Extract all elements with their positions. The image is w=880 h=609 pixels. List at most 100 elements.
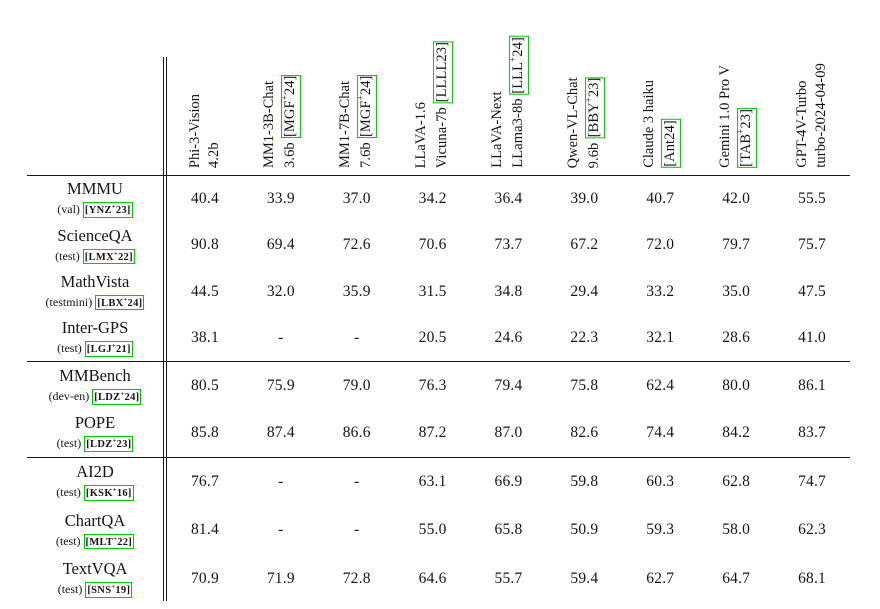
table-group: MMMU (val) [YNZ+23] 40.4 33.9 37.0 34.2 36.4 39.… — [27, 176, 850, 362]
column-header: MM1-7B-Chat 7.6b [MGF+24] — [319, 0, 395, 175]
benchmark-split: (test) — [56, 485, 81, 500]
citation-label: [YNZ+23] — [84, 203, 131, 217]
column-header: Phi-3-Vision 4.2b — [167, 0, 243, 175]
benchmark-split: (test) — [55, 248, 80, 263]
citation-link[interactable]: [KSK+16] — [83, 485, 134, 501]
score-cell: 65.8 — [494, 521, 523, 539]
model-size-label: 3.6b — [282, 142, 299, 168]
score-cell: 33.2 — [646, 282, 675, 300]
column-header: MM1-3B-Chat 3.6b [MGF+24] — [243, 0, 319, 175]
citation-link[interactable]: [MGF+24] — [280, 75, 302, 139]
benchmark-name: AI2D — [76, 462, 114, 482]
citation-link[interactable]: [LGJ+21] — [84, 341, 133, 357]
score-cell: - — [354, 328, 360, 346]
benchmark-label: ChartQA (test) [MLT+22] — [27, 511, 163, 550]
table-group: MMBench (dev-en) [LDZ+24] 80.5 75.9 79.0 76.3 7… — [27, 362, 850, 458]
citation-label: [LBX+24] — [97, 296, 143, 309]
citation-link[interactable]: [BBY+23] — [583, 76, 605, 139]
score-cell: 39.0 — [570, 190, 599, 208]
score-cell: 55.7 — [494, 569, 523, 587]
score-cell: 35.0 — [722, 282, 751, 300]
benchmark-split-line: (test) [SNS+19] — [27, 582, 163, 598]
model-name: LLaVA-Next — [488, 91, 505, 168]
benchmark-label: POPE (test) [LDZ+23] — [27, 414, 163, 452]
table-header-row: Phi-3-Vision 4.2b MM1-3B-Chat 3.6b [MGF+24]… — [27, 0, 850, 176]
score-cell: 86.6 — [342, 424, 371, 442]
score-cell: 44.5 — [190, 282, 219, 300]
model-size-label: 9.6b — [585, 142, 602, 168]
score-cell: 62.7 — [646, 569, 675, 587]
column-header: GPT-4V-Turbo turbo-2024-04-09 — [774, 0, 850, 175]
column-header-text: MM1-7B-Chat 7.6b [MGF+24] — [336, 75, 378, 168]
citation-link[interactable]: [SNS+19] — [85, 582, 133, 598]
score-cell: 40.4 — [190, 190, 219, 208]
citation-link[interactable]: [TAB+23] — [735, 108, 757, 168]
benchmark-label: MMMU (val) [YNZ+23] — [27, 179, 163, 218]
model-name: GPT-4V-Turbo — [793, 80, 810, 168]
benchmark-split-line: (testmini) [LBX+24] — [27, 294, 163, 311]
citation-link[interactable]: [LLLL23] — [433, 40, 454, 104]
score-cell: 68.1 — [798, 569, 827, 587]
model-name: MM1-3B-Chat — [261, 81, 278, 168]
column-header: LLaVA-1.6 Vicuna-7b [LLLL23] — [395, 0, 471, 175]
score-cell: 59.8 — [570, 473, 599, 491]
citation-link[interactable]: [YNZ+23] — [82, 202, 133, 218]
benchmark-label: ScienceQA (test) [LMX+22] — [27, 226, 163, 265]
benchmark-name: TextVQA — [62, 559, 128, 579]
score-cell: 81.4 — [190, 521, 219, 539]
citation-link[interactable]: [MGF+24] — [355, 75, 378, 139]
benchmark-split: (test) — [56, 436, 82, 451]
model-name: Qwen-VL-Chat — [564, 76, 581, 168]
score-cell: 60.3 — [646, 473, 675, 491]
score-cell: 70.6 — [418, 236, 447, 254]
model-name: MM1-7B-Chat — [337, 81, 354, 168]
score-cell: 62.3 — [798, 521, 827, 539]
citation-link[interactable]: [LDZ+23] — [84, 436, 134, 452]
benchmark-split: (test) — [57, 582, 83, 597]
model-subtitle: 9.6b [BBY+23] — [583, 76, 605, 168]
model-subtitle: 3.6b [MGF+24] — [279, 75, 302, 168]
model-subtitle: [Ant24] — [659, 80, 681, 168]
model-size-label: 4.2b — [205, 142, 222, 168]
benchmark-split-line: (test) [MLT+22] — [27, 533, 163, 550]
citation-link[interactable]: [LMX+22] — [82, 248, 135, 265]
table-body: MMMU (val) [YNZ+23] 40.4 33.9 37.0 34.2 36.4 39.… — [27, 176, 850, 603]
benchmark-label: Inter-GPS (test) [LGJ+21] — [27, 318, 163, 357]
score-cell: - — [278, 521, 284, 539]
table-row: ChartQA (test) [MLT+22] 81.4 - - 55.0 65.8 50.9 5… — [27, 506, 850, 554]
score-cell: 74.7 — [798, 473, 827, 491]
table-row: Inter-GPS (test) [LGJ+21] 38.1 - - 20.5 24.6 22.… — [27, 315, 850, 361]
score-cell: 69.4 — [266, 236, 295, 254]
score-cell: 34.2 — [418, 190, 447, 208]
score-cell: 37.0 — [342, 190, 371, 208]
citation-label: [MLT+22] — [85, 535, 133, 548]
citation-link[interactable]: [Ant24] — [660, 119, 681, 168]
score-cell: 75.8 — [570, 376, 599, 394]
benchmark-split: (test) — [57, 341, 82, 356]
score-cell: 28.6 — [722, 328, 751, 346]
benchmark-split-line: (test) [LMX+22] — [27, 248, 163, 265]
column-header-text: LLaVA-1.6 Vicuna-7b [LLLL23] — [412, 40, 454, 168]
table-row: TextVQA (test) [SNS+19] 70.9 71.9 72.8 64.6 55.… — [27, 555, 850, 603]
citation-label: [MGF+24] — [355, 76, 375, 138]
citation-link[interactable]: [LBX+24] — [95, 294, 145, 311]
score-cell: 79.7 — [722, 236, 751, 254]
score-cell: 22.3 — [570, 328, 599, 346]
benchmark-name: MMBench — [59, 365, 131, 385]
score-cell: 72.0 — [646, 236, 675, 254]
column-header-text: Qwen-VL-Chat 9.6b [BBY+23] — [564, 76, 605, 168]
citation-label: [LGJ+21] — [86, 342, 131, 356]
score-cell: 86.1 — [798, 376, 827, 394]
column-header-text: MM1-3B-Chat 3.6b [MGF+24] — [260, 75, 302, 168]
score-cell: 24.6 — [494, 328, 523, 346]
score-cell: 76.3 — [418, 376, 447, 394]
citation-link[interactable]: [MLT+22] — [83, 533, 135, 550]
model-size-label: turbo-2024-04-09 — [813, 63, 830, 168]
model-size-label: Vicuna-7b — [434, 106, 451, 168]
model-name: Gemini 1.0 Pro V — [716, 65, 733, 168]
citation-link[interactable]: [LLL+24] — [507, 36, 530, 95]
score-cell: 32.1 — [646, 328, 675, 346]
column-header-text: LLaVA-Next LLama3-8b [LLL+24] — [488, 36, 530, 168]
citation-link[interactable]: [LDZ+24] — [92, 388, 142, 405]
score-cell: 66.9 — [494, 473, 523, 491]
